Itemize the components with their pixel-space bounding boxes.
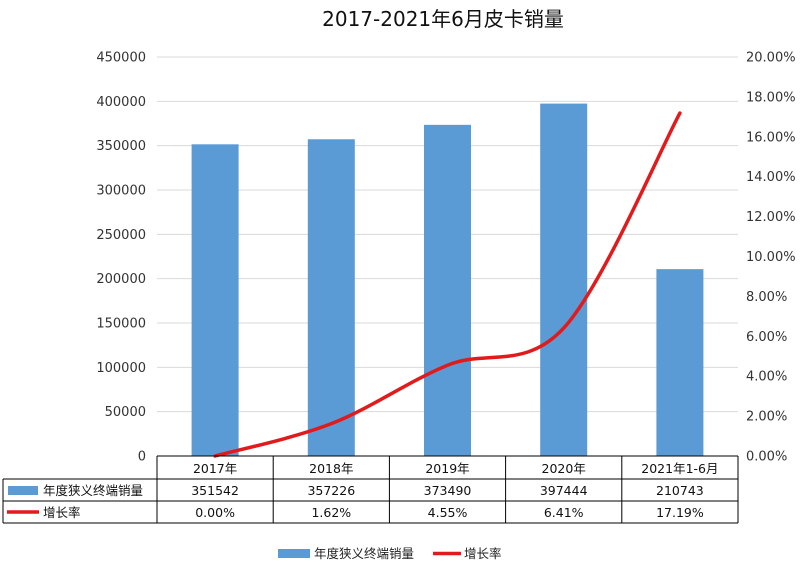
left-axis-tick-label: 450000: [96, 51, 146, 66]
table-value: 17.19%: [656, 505, 704, 520]
right-axis: 0.00% 2.00% 4.00% 6.00% 8.00% 10.00% 12.00% 14.…: [746, 51, 796, 465]
bar: [307, 139, 355, 456]
table-category-label: 2017年: [193, 461, 237, 476]
table-category-label: 2020年: [542, 461, 586, 476]
right-axis-tick-label: 18.00%: [746, 90, 796, 105]
legend-label: 增长率: [464, 546, 502, 561]
table-category-label: 2018年: [309, 461, 353, 476]
left-axis-tick-label: 50000: [105, 405, 146, 420]
legend-bar-swatch: [278, 549, 310, 558]
right-axis-tick-label: 8.00%: [746, 290, 787, 305]
left-axis-tick-label: 100000: [96, 361, 146, 376]
bar: [540, 103, 588, 456]
right-axis-tick-label: 12.00%: [746, 210, 796, 225]
bar: [191, 144, 239, 456]
table-value: 4.55%: [428, 505, 468, 520]
growth-rate-line: [213, 111, 682, 458]
table-value: 210743: [656, 483, 704, 498]
table-series-name: 年度狭义终端销量: [43, 483, 143, 498]
legend-label: 年度狭义终端销量: [314, 546, 414, 561]
right-axis-tick-label: 16.00%: [746, 130, 796, 145]
right-axis-tick-label: 2.00%: [746, 410, 787, 425]
left-axis-tick-label: 400000: [96, 95, 146, 110]
bar: [424, 124, 471, 456]
left-axis-tick-label: 300000: [96, 184, 146, 199]
bar-series: [191, 103, 704, 456]
table-series-name: 增长率: [43, 505, 81, 520]
table-value: 1.62%: [311, 505, 351, 520]
right-axis-tick-label: 4.00%: [746, 370, 787, 385]
left-axis-tick-label: 350000: [96, 139, 146, 154]
right-axis-tick-label: 14.00%: [746, 170, 796, 185]
bar: [656, 269, 704, 456]
left-axis-tick-label: 250000: [96, 228, 146, 243]
table-value: 357226: [307, 483, 355, 498]
table-bar-swatch: [8, 486, 38, 495]
table-value: 397444: [540, 483, 588, 498]
left-axis: 0 50000 100000 150000 200000 250000 300000 3500…: [96, 51, 146, 465]
right-axis-tick-label: 20.00%: [746, 51, 796, 66]
chart-title: 2017-2021年6月皮卡销量: [322, 7, 564, 31]
table-value: 0.00%: [195, 505, 235, 520]
left-axis-tick-label: 0: [138, 450, 146, 465]
left-axis-tick-label: 150000: [96, 317, 146, 332]
table-value: 6.41%: [544, 505, 584, 520]
right-axis-tick-label: 10.00%: [746, 250, 796, 265]
table-value: 351542: [191, 483, 239, 498]
left-axis-tick-label: 200000: [96, 272, 146, 287]
right-axis-tick-label: 0.00%: [746, 450, 787, 465]
table-category-label: 2021年1-6月: [641, 461, 718, 476]
legend: 年度狭义终端销量 增长率: [278, 546, 502, 561]
right-axis-tick-label: 6.00%: [746, 330, 787, 345]
table-category-label: 2019年: [425, 461, 469, 476]
table-value: 373490: [424, 483, 472, 498]
data-table: 2017年 2018年 2019年 2020年 2021年1-6月年度狭义终端销量增长率…: [2, 455, 739, 524]
